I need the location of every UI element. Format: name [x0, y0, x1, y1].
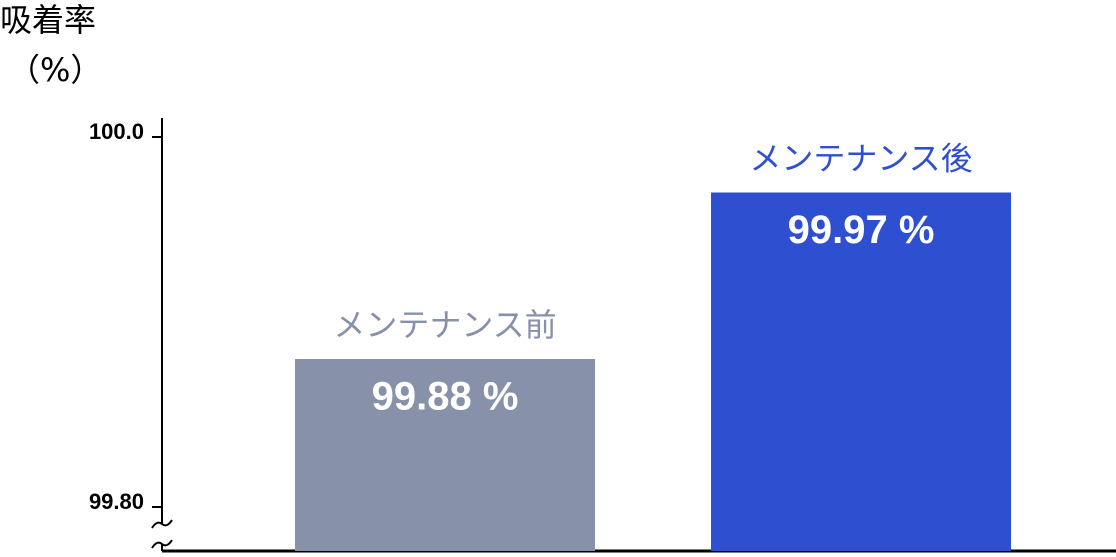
y-axis-unit: （%）: [8, 51, 102, 89]
bar: [295, 359, 595, 551]
y-tick-label: 99.80: [89, 489, 144, 514]
y-axis-label: 吸着率: [0, 1, 96, 39]
value-label: 99.97 %: [788, 208, 935, 252]
bar: [711, 192, 1011, 551]
category-label: メンテナンス後: [749, 140, 972, 178]
value-label: 99.88 %: [372, 375, 519, 419]
category-label: メンテナンス前: [333, 306, 556, 344]
axis-break: [151, 519, 173, 529]
axis-break: [151, 539, 173, 549]
axis-break-gap: [154, 524, 170, 544]
y-tick-label: 100.0: [89, 119, 144, 144]
